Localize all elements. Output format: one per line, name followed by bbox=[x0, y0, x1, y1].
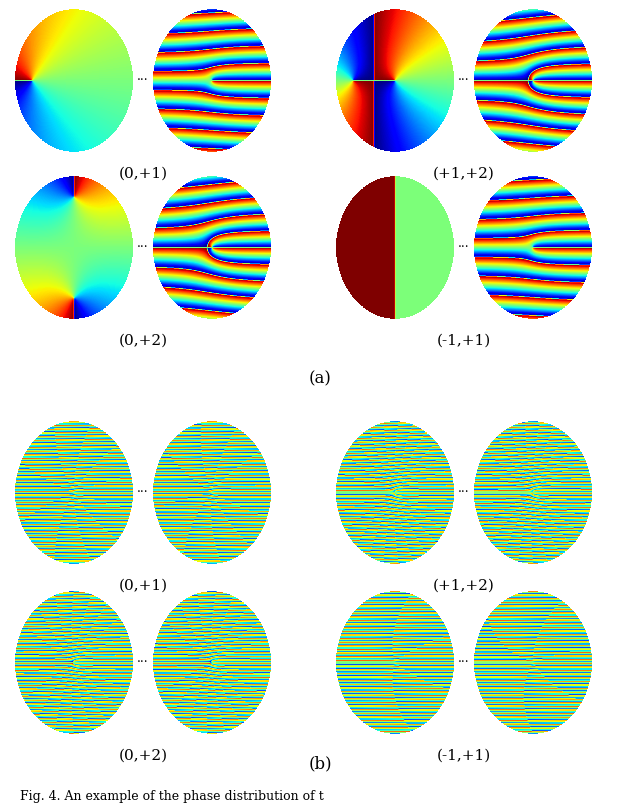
Text: ···: ··· bbox=[458, 241, 470, 254]
Text: ···: ··· bbox=[137, 656, 149, 669]
Text: ···: ··· bbox=[458, 74, 470, 87]
Text: (-1,+1): (-1,+1) bbox=[437, 334, 491, 348]
Text: (0,+1): (0,+1) bbox=[118, 579, 168, 593]
Text: ···: ··· bbox=[137, 486, 149, 499]
Text: (0,+2): (0,+2) bbox=[118, 334, 168, 348]
Text: (-1,+1): (-1,+1) bbox=[437, 749, 491, 763]
Text: (+1,+2): (+1,+2) bbox=[433, 579, 495, 593]
Text: (b): (b) bbox=[308, 755, 332, 772]
Text: Fig. 4. An example of the phase distribution of t: Fig. 4. An example of the phase distribu… bbox=[20, 790, 324, 803]
Text: ···: ··· bbox=[458, 656, 470, 669]
Text: ···: ··· bbox=[458, 486, 470, 499]
Text: ···: ··· bbox=[137, 241, 149, 254]
Text: (+1,+2): (+1,+2) bbox=[433, 167, 495, 181]
Text: (0,+1): (0,+1) bbox=[118, 167, 168, 181]
Text: (0,+2): (0,+2) bbox=[118, 749, 168, 763]
Text: ···: ··· bbox=[137, 74, 149, 87]
Text: (a): (a) bbox=[308, 370, 332, 387]
